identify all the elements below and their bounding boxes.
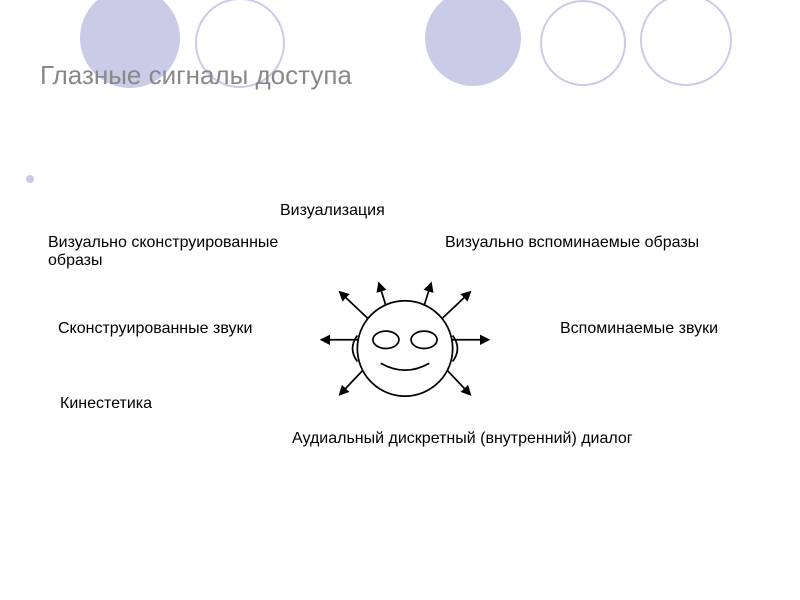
decor-circle — [540, 0, 626, 86]
label-auditory-digital: Аудиальный дискретный (внутренний) диало… — [292, 430, 752, 448]
label-kinesthetic: Кинестетика — [60, 395, 320, 413]
label-vis-remembered: Визуально вспоминаемые образы — [445, 234, 765, 252]
label-visualization: Визуализация — [280, 202, 540, 220]
page-title: Глазные сигналы доступа — [40, 60, 352, 91]
label-vis-constructed: Визуально сконструированные образы — [48, 234, 308, 270]
decor-circle — [425, 0, 521, 86]
slide: Глазные сигналы доступа Визуализация Виз… — [0, 0, 800, 600]
decor-circle — [640, 0, 732, 86]
face-diagram — [315, 280, 495, 410]
face-svg — [315, 280, 495, 410]
label-remembered-sounds: Вспоминаемые звуки — [560, 320, 800, 338]
label-constructed-sounds: Сконструированные звуки — [58, 320, 318, 338]
bullet-icon — [26, 175, 34, 183]
